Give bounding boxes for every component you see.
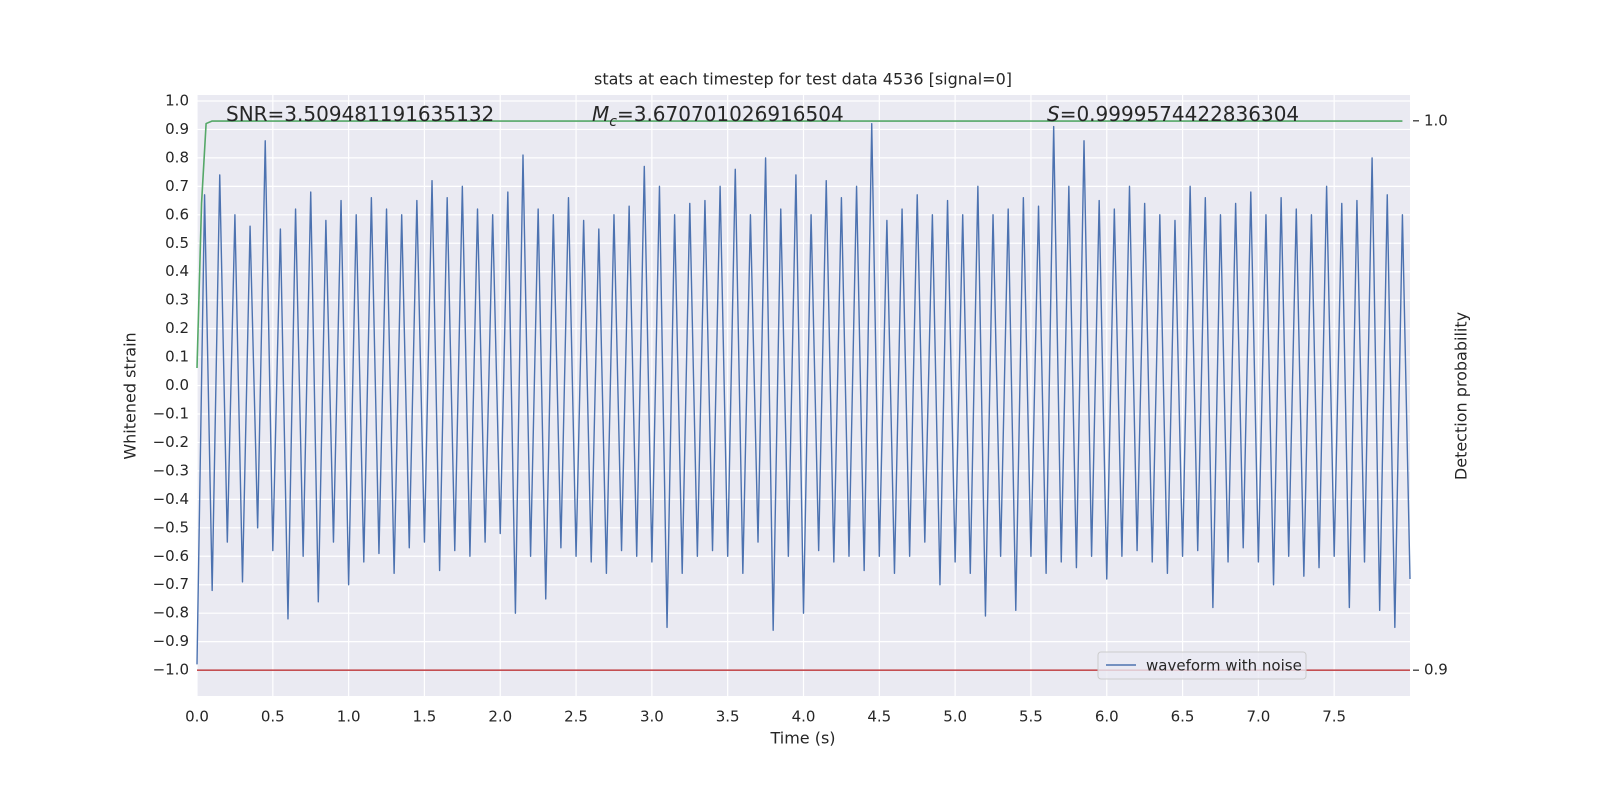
y-tick-label: −0.9 [153, 632, 189, 650]
y-tick-label: 0.0 [165, 376, 189, 394]
y-tick-label: 0.7 [165, 177, 189, 195]
y-tick-label: −0.1 [153, 404, 189, 422]
x-tick-label: 5.5 [1019, 708, 1043, 726]
y-tick-label: −1.0 [153, 661, 189, 679]
series-line [196, 120, 1403, 369]
annotation: Mc=3.670701026916504 [592, 102, 844, 130]
x-tick-label: 1.5 [413, 708, 437, 726]
grid [196, 95, 1410, 696]
y-axis-label: Whitened strain [121, 332, 140, 459]
legend: waveform with noise [1097, 651, 1307, 680]
series-line [196, 123, 1411, 665]
y-tick-label: −0.8 [153, 604, 189, 622]
annotation: SNR=3.509481191635132 [226, 102, 494, 126]
y-tick-label: 0.2 [165, 319, 189, 337]
x-tick-label: 0.0 [185, 708, 209, 726]
x-tick-label: 0.5 [261, 708, 285, 726]
x-tick-label: 2.0 [488, 708, 512, 726]
x-tick-label: 3.0 [640, 708, 664, 726]
y-tick-label: −0.7 [153, 575, 189, 593]
y-tick-label: 0.5 [165, 234, 189, 252]
y2-axis-label: Detection probability [1452, 312, 1471, 480]
chart-title: stats at each timestep for test data 453… [594, 70, 1012, 89]
legend-label: waveform with noise [1146, 657, 1302, 675]
y-tick-label: 0.9 [165, 120, 189, 138]
annotation-text: =0.9999574422836304 [1060, 102, 1299, 126]
y-tick-label: 0.4 [165, 262, 189, 280]
x-tick-label: 4.5 [867, 708, 891, 726]
x-tick-label: 3.5 [716, 708, 740, 726]
x-tick-label: 4.0 [792, 708, 816, 726]
y-tick-label: 0.8 [165, 148, 189, 166]
legend-box [1097, 651, 1307, 680]
x-tick-label: 7.0 [1246, 708, 1270, 726]
y-tick-label: −0.3 [153, 461, 189, 479]
x-tick-label: 1.0 [337, 708, 361, 726]
y-tick-label: 1.0 [165, 91, 189, 109]
annotation-text: =3.670701026916504 [617, 102, 844, 126]
x-axis-label: Time (s) [769, 729, 835, 748]
x-tick-label: 2.5 [564, 708, 588, 726]
y2-tick-label: 0.9 [1424, 661, 1448, 679]
annotation-subscript: c [609, 114, 617, 130]
x-tick-label: 6.5 [1171, 708, 1195, 726]
annotation: S=0.9999574422836304 [1047, 102, 1299, 126]
x-tick-label: 5.0 [943, 708, 967, 726]
y2-tick-label: 1.0 [1424, 111, 1448, 129]
y-tick-label: −0.5 [153, 518, 189, 536]
annotation-symbol: M [592, 102, 609, 126]
y-tick-label: 0.3 [165, 291, 189, 309]
x-tick-label: 7.5 [1322, 708, 1346, 726]
y-tick-label: −0.4 [153, 490, 189, 508]
annotation-text: SNR=3.509481191635132 [226, 102, 494, 126]
y-tick-label: 0.6 [165, 205, 189, 223]
annotation-symbol: S [1047, 102, 1060, 126]
y-tick-label: −0.6 [153, 547, 189, 565]
y-tick-label: 0.1 [165, 348, 189, 366]
axes: 0.0 0.5 1.0 1.5 2.0 2.5 3.0 3.5 4.0 4.5 5.0 5.5 6.0 6… [153, 91, 1448, 725]
y-tick-label: −0.2 [153, 433, 189, 451]
x-tick-label: 6.0 [1095, 708, 1119, 726]
